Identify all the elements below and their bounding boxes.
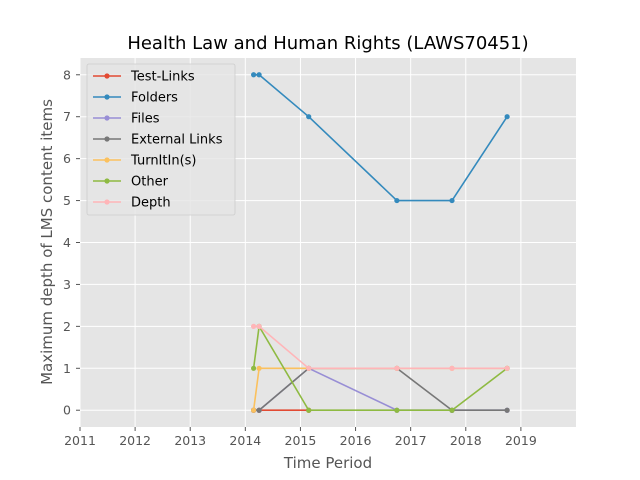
series-depth <box>251 323 510 371</box>
legend-item: Folders <box>93 91 178 106</box>
legend-marker <box>104 199 110 205</box>
data-point <box>504 365 510 371</box>
legend-marker <box>104 136 110 142</box>
x-tick-label: 2017 <box>395 433 427 448</box>
y-tick-label: 2 <box>63 319 71 334</box>
legend-label: Test-Links <box>130 70 195 85</box>
legend-label: External Links <box>131 133 223 148</box>
legend: Test-Links Folders Files External Links Turn… <box>86 63 236 216</box>
x-tick-label: 2012 <box>119 433 151 448</box>
legend-marker <box>104 178 110 184</box>
x-tick-label: 2011 <box>64 433 96 448</box>
x-tick-label: 2019 <box>505 433 537 448</box>
y-tick-label: 7 <box>63 109 71 124</box>
y-tick-label: 0 <box>63 403 71 418</box>
data-point <box>394 365 400 371</box>
data-point <box>306 407 312 413</box>
series-layer <box>251 72 510 413</box>
legend-label: Depth <box>131 196 171 211</box>
data-point <box>251 72 257 78</box>
x-tick-label: 2016 <box>340 433 372 448</box>
data-point <box>256 407 262 413</box>
legend-label: Files <box>131 112 160 127</box>
legend-box <box>86 63 236 216</box>
legend-marker <box>104 157 110 163</box>
legend-item: Test-Links <box>93 70 195 85</box>
data-point <box>504 407 510 413</box>
chart-title: Health Law and Human Rights (LAWS70451) <box>127 33 528 54</box>
data-point <box>449 197 455 204</box>
x-axis-label: Time Period <box>283 454 372 472</box>
data-point <box>394 407 400 413</box>
legend-item: External Links <box>93 133 223 148</box>
legend-item: Other <box>93 175 169 190</box>
data-point <box>306 365 312 371</box>
x-tick-label: 2013 <box>174 433 206 448</box>
data-point <box>251 323 257 329</box>
legend-item: Depth <box>93 196 171 211</box>
x-tick-label: 2014 <box>229 433 261 448</box>
y-axis-label: Maximum depth of LMS content items <box>38 99 56 385</box>
legend-label: Other <box>131 175 169 190</box>
data-point <box>256 72 262 78</box>
data-point <box>394 197 400 204</box>
legend-label: Folders <box>131 91 178 106</box>
y-axis: 0 1 2 3 4 5 6 7 8 <box>63 67 80 418</box>
y-tick-label: 1 <box>63 361 71 376</box>
y-tick-label: 8 <box>63 67 71 82</box>
legend-item: TurnItIn(s) <box>93 154 196 169</box>
data-point <box>256 365 262 371</box>
legend-marker <box>104 94 110 100</box>
series-line <box>252 325 508 412</box>
legend-label: TurnItIn(s) <box>130 154 196 169</box>
data-point <box>504 114 510 120</box>
y-tick-label: 6 <box>63 151 71 166</box>
data-point <box>306 114 312 120</box>
data-point <box>449 365 455 371</box>
data-point <box>251 407 257 413</box>
data-point <box>449 407 455 413</box>
legend-item: Files <box>93 112 160 127</box>
legend-marker <box>104 73 110 79</box>
data-point <box>251 365 257 371</box>
x-tick-label: 2018 <box>450 433 482 448</box>
y-tick-label: 5 <box>63 193 71 208</box>
y-tick-label: 4 <box>63 235 71 250</box>
legend-marker <box>104 115 110 121</box>
series-folders <box>251 72 510 204</box>
x-axis: 2011 2012 2013 2014 2015 2016 2017 2018 2019 <box>64 427 537 448</box>
y-tick-label: 3 <box>63 277 71 292</box>
data-point <box>256 323 262 329</box>
x-tick-label: 2015 <box>285 433 317 448</box>
